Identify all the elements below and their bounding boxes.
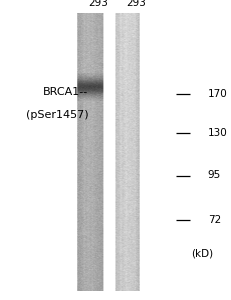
Text: 95: 95 [207, 170, 220, 181]
Text: 293: 293 [88, 0, 108, 8]
Text: 72: 72 [207, 214, 220, 225]
Text: 170: 170 [207, 89, 226, 100]
Text: BRCA1--: BRCA1-- [43, 86, 88, 97]
Text: (pSer1457): (pSer1457) [25, 110, 88, 120]
Text: (kD): (kD) [190, 248, 212, 259]
Text: 130: 130 [207, 128, 226, 138]
Text: 293: 293 [125, 0, 145, 8]
